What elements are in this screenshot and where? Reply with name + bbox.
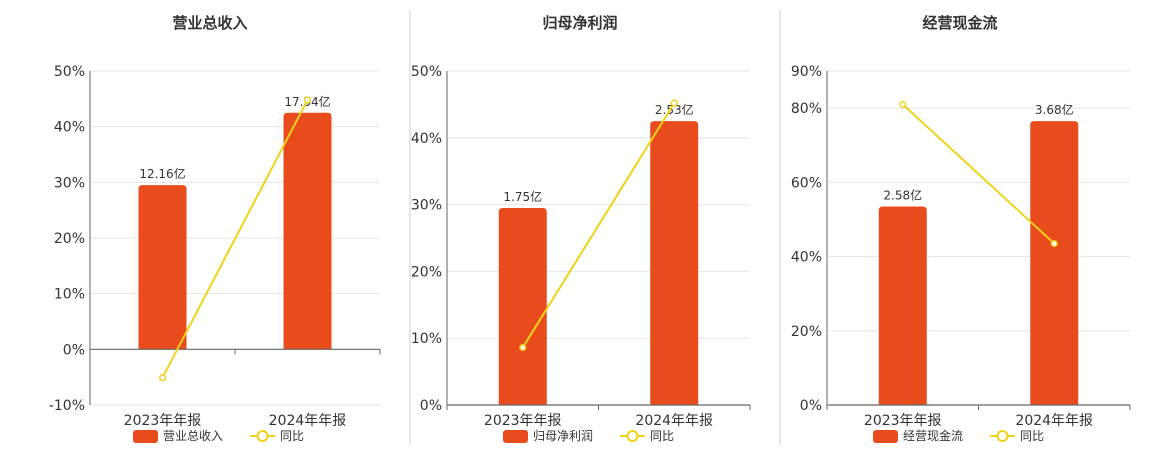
y-tick-label: 10% — [54, 287, 85, 303]
y-tick-label: 0% — [420, 398, 442, 414]
x-tick-label: 2024年年报 — [1015, 413, 1093, 429]
legend-bar-label: 归母净利润 — [533, 429, 593, 443]
y-tick-label: 10% — [411, 331, 442, 347]
legend-line-marker — [626, 430, 639, 442]
chart-panel-1: 营业总收入50%40%30%20%10%0%-10%12.16亿17.54亿20… — [49, 14, 381, 443]
bar — [650, 121, 699, 405]
legend: 营业总收入 同比 — [133, 429, 304, 443]
y-tick-label: 30% — [54, 175, 85, 191]
bar — [138, 185, 187, 350]
chart-title: 营业总收入 — [172, 14, 247, 32]
legend: 归母净利润 同比 — [503, 429, 674, 443]
y-tick-label: 20% — [411, 264, 442, 280]
y-tick-label: 50% — [54, 64, 85, 80]
y-tick-label: 0% — [63, 342, 85, 358]
y-tick-label: 40% — [54, 120, 85, 136]
legend-line-marker — [996, 430, 1009, 442]
y-tick-label: 20% — [54, 231, 85, 247]
y-tick-label: 60% — [791, 175, 822, 191]
legend-bar-label: 营业总收入 — [163, 429, 223, 443]
legend-bar-label: 经营现金流 — [903, 428, 963, 443]
x-tick-label: 2024年年报 — [269, 413, 347, 429]
bar-data-label: 3.68亿 — [1035, 102, 1074, 117]
line-series — [161, 99, 309, 379]
chart-panel-3: 经营现金流 90% 80% 60% 40% 20% 0% 2.58亿 3.68亿 2023年年报 2… — [791, 14, 1131, 443]
legend-line-label: 同比 — [1020, 429, 1044, 443]
bar-data-label: 12.16亿 — [139, 166, 185, 181]
y-tick-label: 20% — [791, 324, 822, 340]
legend-line-marker — [256, 430, 269, 442]
x-tick-label: 2023年年报 — [124, 413, 202, 429]
bar — [878, 206, 927, 405]
line-point — [158, 374, 167, 382]
legend-bar-swatch — [503, 430, 528, 443]
line-series — [521, 102, 676, 349]
line-point — [303, 96, 312, 104]
y-tick-label: 30% — [411, 198, 442, 214]
chart-title: 经营现金流 — [922, 14, 997, 32]
y-tick-label: 40% — [791, 250, 822, 266]
legend-line-label: 同比 — [280, 429, 304, 443]
y-tick-label: 50% — [411, 64, 442, 80]
y-tick-label: 80% — [791, 101, 822, 117]
bar-data-label: 2.58亿 — [883, 187, 922, 202]
chart-panel-2: 归母净利润 50% 40% 30% 20% 10% 0% 1.75亿 2.53亿 2023年年报 2… — [411, 14, 751, 443]
legend-bar-swatch — [873, 430, 898, 443]
x-tick-label: 2023年年报 — [864, 413, 942, 429]
bar — [283, 112, 332, 350]
line-point — [670, 99, 678, 107]
y-tick-label: 40% — [411, 131, 442, 147]
line-series — [902, 103, 1055, 245]
line-point — [1050, 240, 1058, 248]
bar-data-label: 2.53亿 — [655, 102, 694, 117]
chart-title: 归母净利润 — [542, 14, 617, 32]
line-point — [519, 344, 527, 352]
line-point — [899, 100, 907, 108]
legend-line-label: 同比 — [650, 429, 674, 443]
bar — [1030, 121, 1079, 405]
bar-data-label: 1.75亿 — [503, 189, 542, 204]
y-tick-label: 0% — [800, 398, 822, 414]
y-tick-label: -10% — [49, 398, 85, 414]
y-tick-label: 90% — [791, 64, 822, 80]
legend: 经营现金流 同比 — [873, 428, 1044, 443]
bar — [498, 207, 547, 405]
x-tick-label: 2024年年报 — [635, 413, 713, 429]
x-tick-label: 2023年年报 — [484, 413, 562, 429]
legend-bar-swatch — [133, 430, 158, 443]
